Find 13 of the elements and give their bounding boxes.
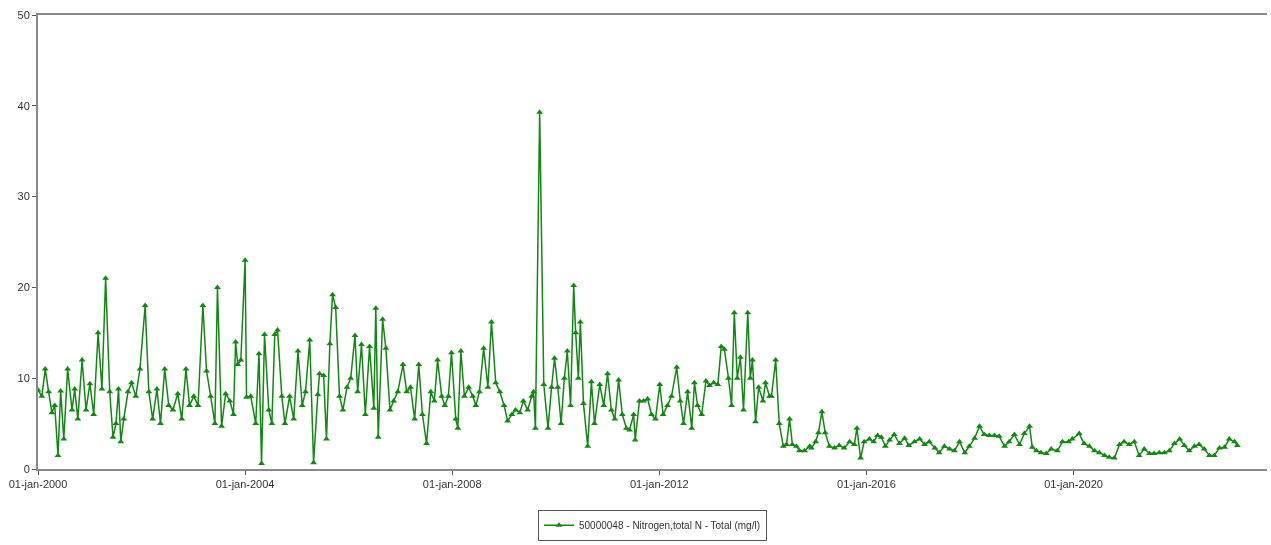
y-tick-label: 40: [17, 99, 30, 112]
x-tick-label: 01-jan-2000: [8, 478, 68, 491]
x-tick-label: 01-jan-2016: [837, 478, 896, 491]
x-tick-label: 01-jan-2012: [629, 478, 689, 491]
y-tick-label: 30: [17, 190, 30, 203]
y-tick-label: 50: [17, 8, 30, 21]
y-tick-label: 0: [23, 462, 30, 475]
x-tick-label: 01-jan-2020: [1044, 478, 1103, 491]
y-tick-label: 10: [17, 372, 30, 385]
legend-label: 50000048 - Nitrogen,total N - Total (mg/l): [579, 520, 761, 532]
x-tick-label: 01-jan-2004: [215, 478, 275, 491]
y-tick-label: 20: [17, 281, 30, 294]
x-tick-label: 01-jan-2008: [422, 478, 482, 491]
